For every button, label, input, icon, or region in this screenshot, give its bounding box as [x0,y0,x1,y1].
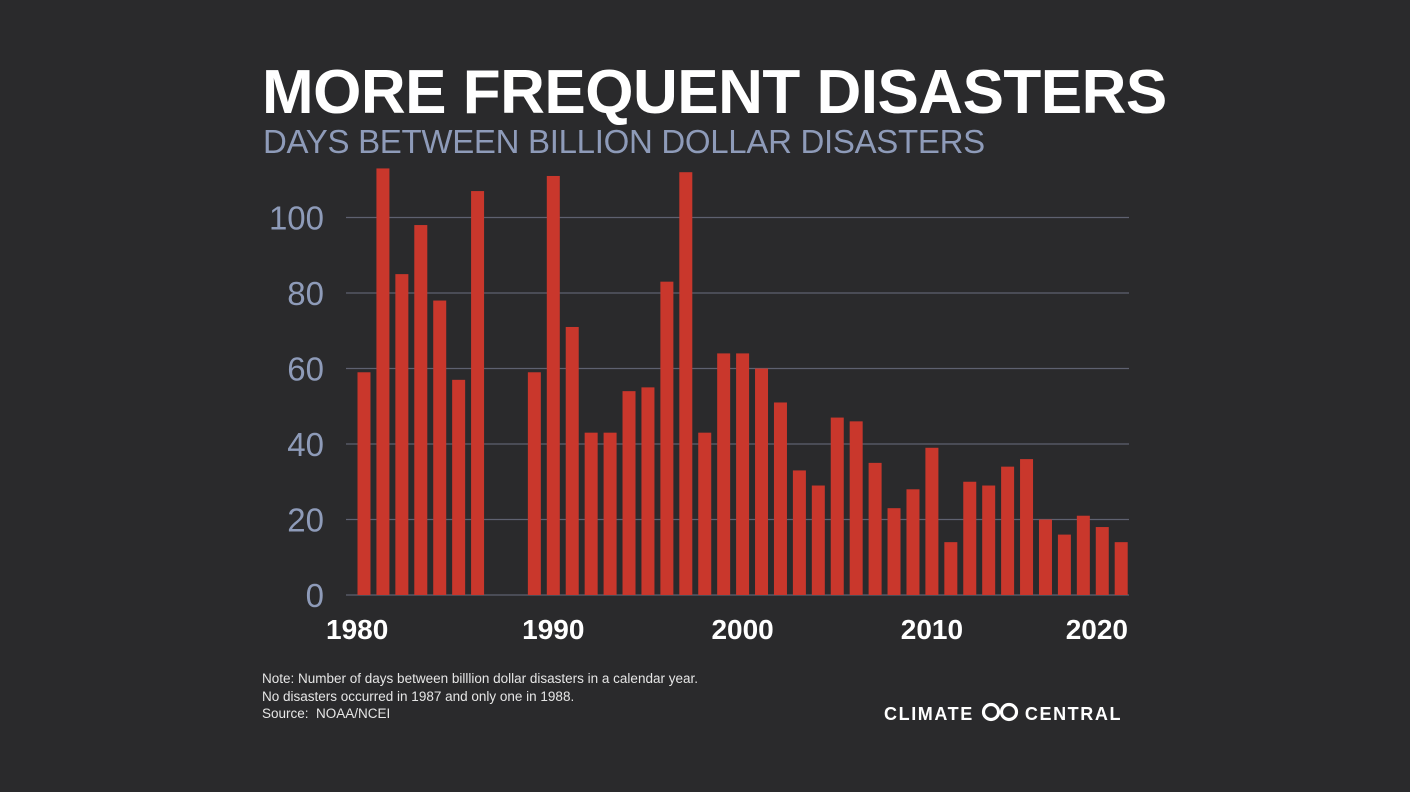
bar-2001 [755,368,769,595]
bar-2009 [906,489,920,595]
y-tick-label: 60 [287,351,324,388]
bar-1992 [584,432,598,595]
bar-2007 [868,462,882,595]
logo-right-text: CENTRAL [1024,704,1123,724]
bar-2017 [1057,534,1071,595]
bar-1989 [527,372,541,595]
bar-2010 [925,447,939,595]
bar-1983 [414,225,428,596]
x-tick-label: 2000 [711,614,773,645]
bar-2015 [1020,459,1034,595]
source-value: NOAA/NCEI [316,706,391,721]
bar-2013 [982,485,996,595]
bar-2005 [830,417,844,595]
bar-2004 [811,485,825,595]
page-title: MORE FREQUENT DISASTERS [262,58,1167,127]
bar-1997 [679,172,693,595]
bar-2011 [944,542,958,595]
x-tick-label: 2020 [1066,614,1128,645]
bar-1991 [565,326,579,595]
bars [357,168,1128,596]
bar-2012 [963,481,977,595]
bar-2019 [1095,527,1109,595]
bar-1986 [471,191,485,595]
bar-1998 [698,432,712,595]
bar-1981 [376,168,390,596]
bar-1982 [395,274,409,595]
bar-1990 [546,175,560,595]
bar-2003 [792,470,806,595]
y-axis-ticks: 0 20 40 60 80 100 [269,200,324,615]
bar-1995 [641,387,655,595]
note-line-2: No disasters occurred in 1987 and only o… [262,688,575,704]
y-tick-label: 20 [287,502,324,539]
y-tick-label: 80 [287,275,324,312]
y-tick-label: 40 [287,426,324,463]
x-tick-label: 1990 [522,614,584,645]
source-label: Source: [262,706,309,721]
climate-central-logo: CLIMATE CENTRAL [884,702,1122,727]
y-tick-label: 100 [269,200,324,237]
bar-2020 [1114,542,1128,595]
bar-2006 [849,421,863,595]
bar-1985 [452,379,466,595]
bar-1984 [433,300,447,595]
x-tick-label: 2010 [901,614,963,645]
bar-1993 [603,432,617,595]
source-line: Source: NOAA/NCEI [262,705,698,723]
chart-note: Note: Number of days between billlion do… [262,670,698,723]
page-subtitle: DAYS BETWEEN BILLION DOLLAR DISASTERS [263,123,985,160]
bar-2014 [1001,466,1015,595]
bar-1980 [357,372,371,595]
bar-1994 [622,391,636,595]
x-tick-label: 1980 [326,614,388,645]
double-ring-logo-icon [981,702,1019,727]
bar-2018 [1076,515,1090,595]
bar-2002 [773,402,787,595]
note-line-1: Note: Number of days between billlion do… [262,671,698,686]
bar-2000 [736,353,750,595]
bar-2016 [1038,519,1052,595]
bar-2008 [887,508,901,595]
y-tick-label: 0 [306,577,324,614]
bar-1999 [717,353,731,595]
bar-1996 [660,281,674,595]
logo-left-text: CLIMATE [884,704,974,724]
x-axis-ticks: 1980 1990 2000 2010 2020 [326,614,1128,645]
